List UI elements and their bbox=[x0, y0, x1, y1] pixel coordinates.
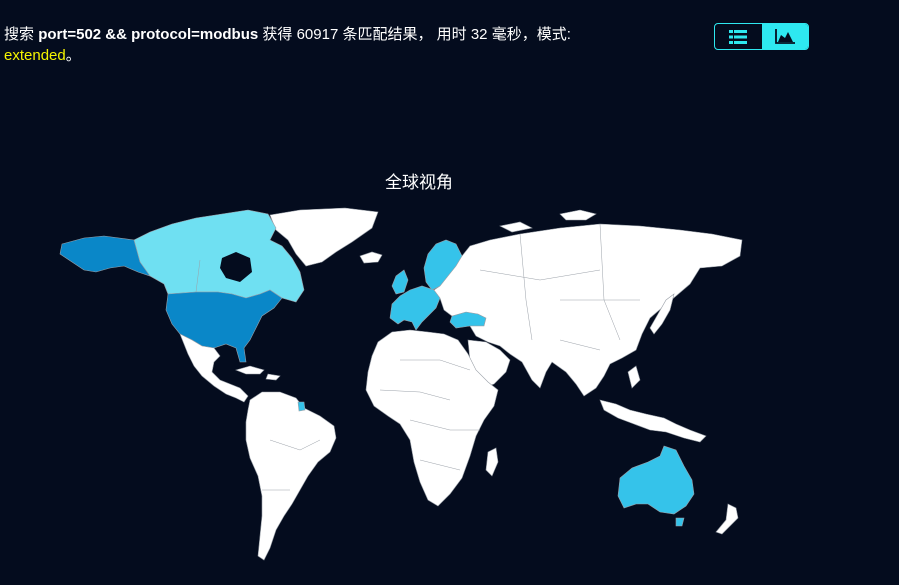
map-region-africa[interactable] bbox=[365, 329, 499, 507]
map-region-caribbean[interactable] bbox=[235, 365, 281, 381]
search-mode: extended bbox=[4, 47, 66, 64]
area-chart-icon bbox=[774, 29, 795, 44]
map-region-french-guiana[interactable] bbox=[297, 401, 306, 412]
map-region-western-europe[interactable] bbox=[389, 285, 441, 331]
time-label: 用时 bbox=[436, 26, 467, 43]
map-region-southeast-asia[interactable] bbox=[599, 365, 707, 443]
map-region-australia[interactable] bbox=[617, 445, 695, 515]
map-region-mexico[interactable] bbox=[179, 333, 249, 403]
matches-label: 条匹配结果， bbox=[342, 26, 433, 43]
search-summary: 搜索 port=502 && protocol=modbus 获得 60917 … bbox=[4, 24, 684, 66]
time-value: 32 bbox=[470, 26, 488, 43]
map-region-united-kingdom[interactable] bbox=[391, 269, 409, 295]
map-region-alaska[interactable] bbox=[59, 235, 151, 277]
map-water-hudson-bay bbox=[220, 252, 252, 282]
map-region-eurasia[interactable] bbox=[433, 223, 743, 397]
map-region-japan[interactable] bbox=[649, 293, 675, 335]
map-region-arctic-islands[interactable] bbox=[499, 209, 597, 233]
search-query: port=502 && protocol=modbus bbox=[38, 26, 259, 43]
summary-prefix: 搜索 bbox=[4, 26, 35, 43]
country-borders bbox=[195, 223, 640, 491]
world-map bbox=[0, 190, 899, 585]
result-count: 60917 bbox=[296, 26, 339, 43]
map-region-greenland[interactable] bbox=[269, 207, 379, 267]
list-icon bbox=[729, 29, 748, 44]
summary-end: 。 bbox=[65, 47, 81, 64]
found-label: 获得 bbox=[262, 26, 293, 43]
map-region-united-states[interactable] bbox=[165, 289, 283, 363]
map-title: 全球视角 bbox=[385, 173, 453, 192]
map-region-iceland[interactable] bbox=[359, 251, 383, 264]
time-unit: 毫秒，模式: bbox=[491, 26, 571, 43]
view-toggle bbox=[714, 23, 809, 50]
map-region-new-zealand[interactable] bbox=[715, 503, 739, 535]
map-region-madagascar[interactable] bbox=[485, 447, 499, 477]
map-region-south-america[interactable] bbox=[245, 391, 337, 561]
chart-view-button[interactable] bbox=[761, 24, 808, 49]
list-view-button[interactable] bbox=[715, 24, 762, 49]
map-region-tasmania[interactable] bbox=[675, 517, 685, 527]
